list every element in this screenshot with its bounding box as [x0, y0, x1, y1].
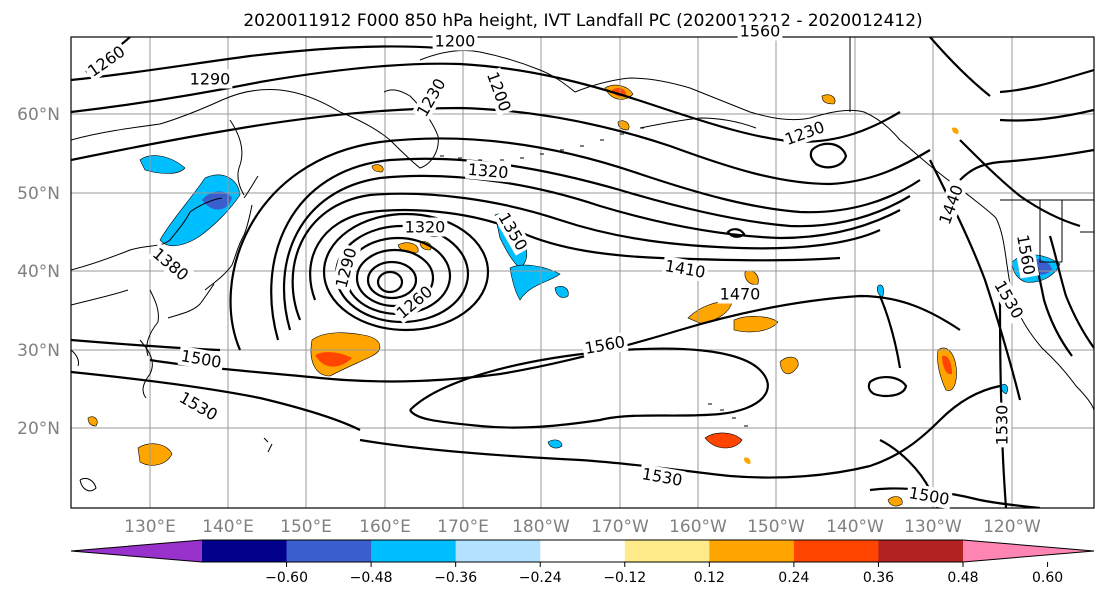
- contour-label: 1200: [435, 32, 476, 51]
- contour-label-background: [411, 73, 451, 122]
- colorbar-tick-label: −0.36: [434, 570, 477, 586]
- contour-label-background: [82, 40, 131, 82]
- lon-label: 150°E: [280, 517, 332, 537]
- contour-label-background: [464, 159, 512, 183]
- lon-label: 130°E: [124, 517, 176, 537]
- map-border: [70, 36, 1095, 509]
- contour-label: 1470: [720, 285, 761, 304]
- colorbar-tick-label: 0.24: [778, 570, 809, 586]
- longitude-labels: 130°E 140°E 150°E 160°E 170°E 180°W 170°…: [124, 517, 1041, 537]
- lon-label: 170°E: [437, 517, 489, 537]
- colorbar-segment: [540, 540, 626, 562]
- contour-label: 1290: [190, 70, 231, 89]
- contour-label-background: [391, 280, 438, 324]
- colorbar-ticks: −0.60 −0.48 −0.36 −0.24 −0.12 0.12 0.24 0.36 0.4…: [265, 562, 1063, 586]
- colorbar-segment: [709, 540, 795, 562]
- contour-label-background: [661, 255, 709, 283]
- colorbar-segment: [202, 540, 288, 562]
- lat-label: 60°N: [17, 105, 60, 125]
- contour-label-background: [581, 331, 629, 359]
- lon-label: 140°W: [826, 517, 884, 537]
- figure-title: 2020011912 F000 850 hPa height, IVT Land…: [243, 11, 922, 31]
- ivt-positive-shading: [87, 84, 959, 507]
- colorbar-tick-label: −0.48: [350, 570, 393, 586]
- lat-label: 20°N: [17, 419, 60, 439]
- colorbar-extend-low: [71, 540, 202, 562]
- contour-label-background: [905, 482, 953, 510]
- height-contours: [71, 37, 1094, 508]
- contour-label-background: [737, 21, 783, 41]
- lon-label: 120°W: [983, 517, 1041, 537]
- contour-label: 1320: [467, 160, 509, 182]
- contour-label-background: [934, 180, 968, 229]
- colorbar-segment: [793, 540, 879, 562]
- contour-label-background: [638, 463, 686, 491]
- contour-label-background: [717, 284, 763, 304]
- lat-label: 50°N: [17, 184, 60, 204]
- lon-label: 150°W: [747, 517, 805, 537]
- colorbar-segment: [371, 540, 457, 562]
- contour-label: 1530: [993, 405, 1012, 446]
- contour-label-background: [147, 242, 194, 286]
- map-area: [71, 37, 1094, 508]
- lon-label: 140°E: [202, 517, 254, 537]
- colorbar-segment: [878, 540, 964, 562]
- contour-label-background: [1012, 231, 1040, 279]
- colorbar-outline: [70, 539, 1095, 563]
- lon-label: 170°W: [591, 517, 649, 537]
- contour-label-background: [992, 402, 1012, 448]
- contour-label-background: [989, 275, 1029, 324]
- latitude-labels: 60°N 50°N 40°N 30°N 20°N: [17, 105, 60, 439]
- colorbar-tick-label: −0.60: [265, 570, 308, 586]
- colorbar-tick-label: 0.60: [1032, 570, 1063, 586]
- colorbar-tick-label: −0.24: [519, 570, 562, 586]
- colorbar-tick-label: 0.12: [694, 570, 725, 586]
- colorbar: [70, 539, 1095, 563]
- colorbar-segment: [624, 540, 710, 562]
- lat-label: 30°N: [17, 341, 60, 361]
- colorbar-extend-high: [963, 540, 1094, 562]
- contour-label: 1320: [405, 218, 446, 237]
- contour-label-background: [402, 217, 448, 237]
- colorbar-segment: [286, 540, 372, 562]
- contour-label-background: [177, 345, 225, 373]
- lon-label: 160°E: [359, 517, 411, 537]
- contour-label-background: [331, 243, 361, 292]
- contour-label-background: [187, 69, 233, 89]
- colorbar-tick-label: 0.36: [863, 570, 894, 586]
- contour-label-background: [482, 67, 516, 116]
- contour-label-background: [780, 116, 829, 150]
- contour-label: 1560: [740, 22, 781, 41]
- colorbar-tick-label: 0.48: [947, 570, 978, 586]
- contour-label-background: [432, 31, 478, 51]
- lon-label: 180°W: [512, 517, 570, 537]
- graticule: [71, 37, 1094, 508]
- contour-label-background: [493, 207, 533, 256]
- colorbar-segment: [455, 540, 541, 562]
- contour-label-background: [174, 386, 223, 426]
- coastlines: [71, 37, 1094, 492]
- lat-label: 40°N: [17, 262, 60, 282]
- lon-label: 160°W: [669, 517, 727, 537]
- lon-label: 130°W: [904, 517, 962, 537]
- colorbar-tick-label: −0.12: [603, 570, 646, 586]
